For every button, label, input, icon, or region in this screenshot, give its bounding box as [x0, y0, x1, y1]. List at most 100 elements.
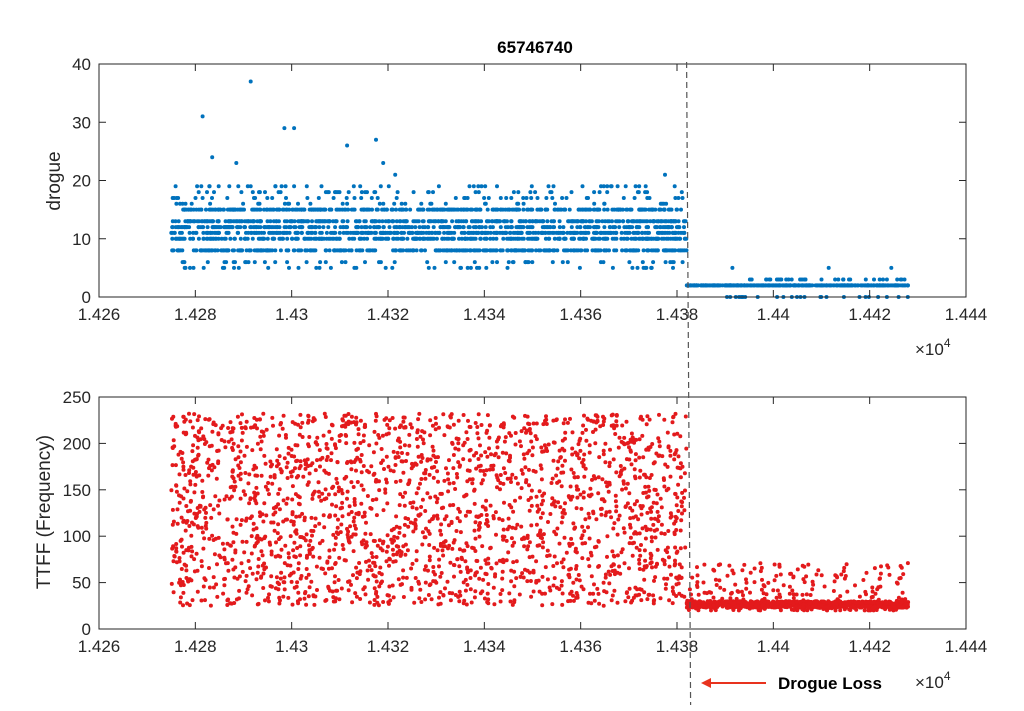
- ttff-point: [513, 526, 518, 531]
- drogue-point: [397, 225, 402, 230]
- drogue-point: [413, 225, 418, 230]
- ttff-point: [504, 538, 509, 543]
- drogue-point: [365, 248, 370, 253]
- ttff-point: [502, 439, 507, 444]
- ttff-point: [467, 468, 472, 473]
- drogue-point: [551, 219, 556, 224]
- ttff-point: [467, 448, 472, 453]
- drogue-point: [222, 260, 227, 265]
- ttff-point: [476, 412, 481, 417]
- ttff-point: [551, 583, 556, 588]
- ttff-point: [456, 418, 461, 423]
- drogue-point: [664, 236, 669, 241]
- ttff-point: [262, 567, 267, 572]
- ttff-point: [453, 446, 458, 451]
- ttff-point: [278, 576, 283, 581]
- drogue-point: [682, 248, 687, 253]
- ttff-point: [192, 490, 197, 495]
- ttff-point: [393, 426, 398, 431]
- drogue-point: [170, 225, 175, 230]
- ttff-point: [587, 515, 592, 520]
- drogue-point: [568, 230, 572, 235]
- ttff-point: [264, 513, 269, 518]
- ttff-point: [639, 598, 644, 603]
- ttff-point: [270, 415, 275, 420]
- ttff-point: [444, 514, 449, 519]
- ttff-point: [493, 510, 498, 515]
- drogue-point: [664, 219, 669, 224]
- drogue-point: [544, 207, 548, 212]
- drogue-point: [399, 248, 404, 253]
- drogue-point: [551, 184, 556, 189]
- ttff-point: [438, 574, 443, 579]
- drogue-point: [590, 248, 595, 253]
- drogue-point: [308, 248, 313, 253]
- drogue-point: [212, 190, 216, 195]
- ttff-point: [297, 495, 302, 500]
- ttff-point: [554, 417, 559, 422]
- ttff-point: [195, 568, 200, 573]
- ttff-point: [318, 464, 322, 469]
- drogue-point: [443, 201, 448, 206]
- ttff-point: [375, 600, 380, 605]
- drogue-point: [619, 230, 624, 235]
- ttff-point: [290, 602, 295, 607]
- ttff-point: [238, 522, 243, 527]
- top-x-tick-label: 1.444: [945, 305, 988, 324]
- ttff-point: [491, 514, 496, 518]
- ttff-point: [560, 591, 565, 596]
- drogue-point: [509, 196, 514, 200]
- ttff-point: [630, 553, 635, 558]
- ttff-point: [601, 603, 606, 608]
- ttff-point: [306, 594, 311, 599]
- drogue-point: [516, 248, 521, 253]
- drogue-point: [577, 265, 582, 270]
- drogue-point: [377, 201, 382, 206]
- drogue-point: [293, 236, 298, 241]
- drogue-point: [490, 225, 495, 230]
- top-x-tick-label: 1.434: [463, 305, 506, 324]
- ttff-point: [197, 414, 201, 419]
- ttff-point: [540, 511, 545, 516]
- ttff-point: [652, 578, 656, 583]
- drogue-point: [254, 248, 259, 253]
- ttff-point: [513, 498, 517, 503]
- drogue-point: [829, 283, 833, 288]
- ttff-point: [407, 478, 412, 483]
- ttff-point: [210, 429, 215, 434]
- ttff-point: [434, 460, 438, 464]
- ttff-point: [667, 598, 672, 603]
- ttff-point: [390, 416, 395, 420]
- ttff-point: [199, 525, 204, 530]
- ttff-point: [288, 470, 293, 475]
- drogue-point: [433, 219, 438, 224]
- ttff-point: [282, 575, 287, 580]
- ttff-point: [208, 503, 213, 508]
- top-y-tick-label: 20: [72, 172, 91, 191]
- ttff-point: [306, 480, 311, 485]
- ttff-point: [455, 516, 460, 521]
- ttff-point: [579, 506, 584, 511]
- ttff-point: [274, 447, 279, 452]
- ttff-point: [492, 453, 497, 458]
- ttff-point: [475, 431, 480, 436]
- drogue-point: [682, 230, 687, 235]
- ttff-point: [606, 489, 611, 494]
- ttff-point: [655, 562, 659, 567]
- drogue-point: [317, 265, 322, 270]
- drogue-point: [193, 230, 198, 235]
- ttff-point: [456, 594, 461, 599]
- ttff-point: [374, 414, 379, 419]
- ttff-point: [250, 448, 255, 453]
- drogue-point: [519, 230, 524, 235]
- ttff-point: [285, 476, 290, 480]
- ttff-point: [277, 507, 282, 512]
- ttff-point: [317, 521, 322, 526]
- ttff-point: [275, 531, 280, 536]
- drogue-point: [624, 236, 629, 241]
- ttff-point: [672, 457, 677, 462]
- drogue-point: [467, 184, 472, 189]
- drogue-point: [274, 225, 279, 230]
- ttff-point: [356, 446, 360, 451]
- ttff-point: [527, 540, 532, 545]
